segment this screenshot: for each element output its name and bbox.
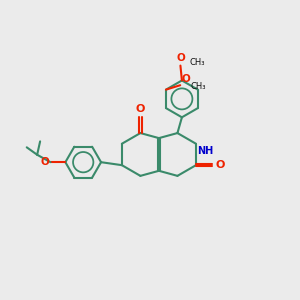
Text: O: O [40, 157, 49, 167]
Text: O: O [182, 74, 190, 84]
Text: O: O [176, 52, 185, 63]
Text: CH₃: CH₃ [190, 82, 206, 91]
Text: CH₃: CH₃ [190, 58, 206, 67]
Text: O: O [136, 104, 145, 114]
Text: O: O [216, 160, 225, 170]
Text: NH: NH [197, 146, 214, 156]
